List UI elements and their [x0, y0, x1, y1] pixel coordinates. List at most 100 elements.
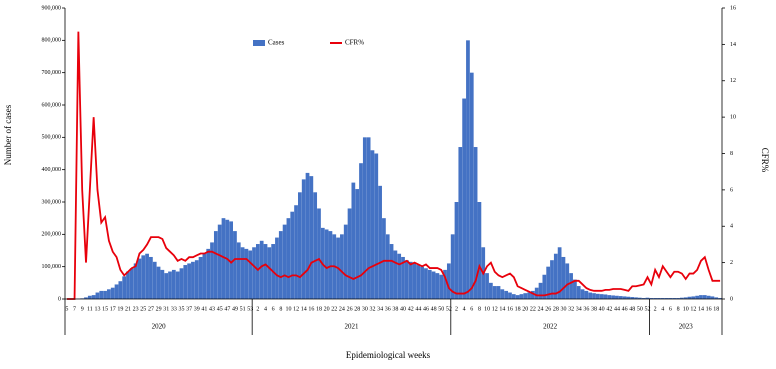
bar [145, 253, 149, 299]
x-tick-label: 4 [661, 306, 664, 312]
bar [676, 298, 680, 299]
x-tick-label: 27 [148, 306, 154, 312]
x-tick-label: 12 [492, 306, 498, 312]
bar [408, 261, 413, 299]
bar [439, 274, 444, 299]
bar [508, 292, 512, 299]
y-tick-label: 500,000 [42, 135, 62, 141]
bar [340, 234, 344, 299]
bar [416, 265, 421, 299]
x-tick-label: 17 [110, 306, 116, 312]
x-tick-label: 15 [102, 306, 108, 312]
x-tick-label: 2 [654, 306, 657, 312]
x-tick-label: 35 [179, 306, 185, 312]
bar [691, 296, 696, 299]
bar [343, 224, 348, 299]
bar [118, 281, 123, 299]
bar [569, 273, 573, 299]
bar [615, 295, 619, 299]
y2-tick-label: 6 [730, 187, 733, 193]
bar [561, 256, 566, 299]
x-tick-label: 34 [576, 306, 582, 312]
x-tick-label: 33 [171, 306, 177, 312]
x-tick-label: 45 [217, 306, 223, 312]
bar [298, 192, 302, 299]
bar [263, 244, 268, 299]
x-tick-label: 52 [645, 306, 651, 312]
bar [267, 247, 272, 299]
bar [718, 298, 722, 299]
x-tick-label: 18 [316, 306, 322, 312]
x-tick-label: 28 [553, 306, 559, 312]
y-tick-label: 0 [58, 296, 61, 302]
bar [156, 266, 161, 299]
x-tick-label: 26 [347, 306, 353, 312]
x-tick-label: 14 [301, 306, 307, 312]
bar [702, 295, 707, 299]
bar [485, 273, 489, 299]
x-tick-label: 49 [232, 306, 238, 312]
bar [122, 276, 127, 299]
bar [87, 295, 92, 299]
bar [469, 72, 474, 300]
bar [714, 297, 719, 299]
x-tick-label: 36 [583, 306, 589, 312]
bar [500, 289, 505, 299]
y-tick-label: 400,000 [42, 167, 62, 173]
y2-tick-label: 10 [730, 115, 736, 121]
bar [706, 295, 711, 299]
bar [668, 298, 673, 299]
year-label: 2022 [543, 323, 558, 331]
bar [236, 242, 241, 299]
bar [294, 205, 298, 299]
y2-tick-label: 16 [730, 5, 736, 11]
bar [637, 297, 642, 299]
x-tick-label: 40 [599, 306, 605, 312]
year-label: 2023 [679, 323, 694, 331]
bar [595, 293, 600, 299]
x-tick-label: 10 [285, 306, 291, 312]
bar [504, 290, 509, 299]
bar [210, 242, 214, 299]
bar [206, 248, 211, 299]
bar [217, 224, 222, 299]
bar [110, 287, 115, 299]
bar [519, 294, 524, 299]
bar [576, 286, 581, 299]
bar [328, 231, 333, 299]
x-tick-label: 44 [415, 306, 421, 312]
x-tick-label: 23 [133, 306, 139, 312]
bar [362, 137, 367, 299]
bar [687, 296, 692, 299]
bar [202, 253, 207, 299]
x-tick-label: 7 [73, 306, 76, 312]
x-tick-label: 32 [568, 306, 574, 312]
bar [103, 290, 107, 299]
legend-label: CFR% [345, 39, 364, 47]
bar [565, 263, 570, 299]
x-tick-label: 21 [125, 306, 131, 312]
bar [378, 185, 382, 299]
x-tick-label: 6 [470, 306, 473, 312]
bar [645, 297, 650, 299]
bar [657, 298, 661, 299]
bar [611, 295, 615, 299]
x-tick-label: 53 [247, 306, 253, 312]
bar [355, 189, 360, 299]
bar [401, 256, 405, 299]
x-tick-label: 34 [377, 306, 383, 312]
y-tick-label: 100,000 [42, 264, 62, 270]
bar [550, 260, 554, 299]
bar [653, 298, 657, 299]
x-tick-label: 19 [117, 306, 123, 312]
bar [359, 163, 363, 299]
x-tick-label: 37 [186, 306, 192, 312]
x-tick-label: 44 [614, 306, 620, 312]
y-tick-label: 900,000 [42, 5, 62, 11]
bar [141, 255, 146, 299]
x-tick-label: 38 [591, 306, 597, 312]
x-tick-label: 52 [446, 306, 452, 312]
bar [248, 250, 253, 299]
bar [531, 290, 535, 299]
